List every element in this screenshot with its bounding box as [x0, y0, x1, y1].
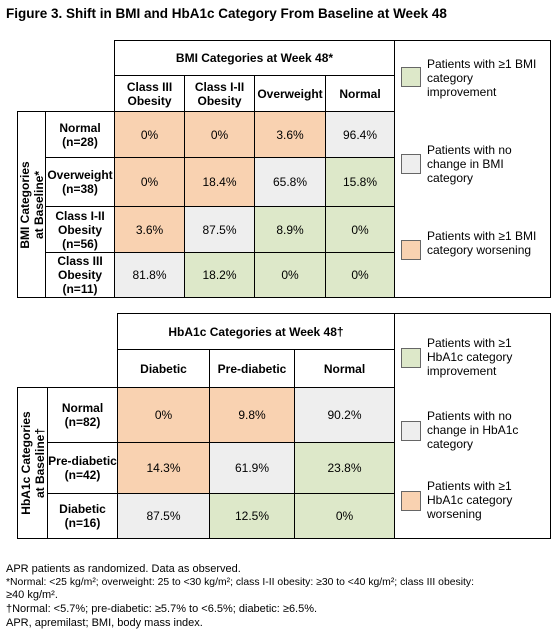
hba1c-cell: 0%: [117, 387, 210, 443]
bmi-cell: 96.4%: [325, 111, 395, 158]
bmi-row-header: BMI Categories at Baseline*: [17, 111, 46, 298]
figure-title: Figure 3. Shift in BMI and HbA1c Categor…: [6, 6, 447, 21]
hba1c-row-label: Pre-diabetic (n=42): [47, 442, 118, 494]
worsening-swatch: [401, 240, 421, 260]
hba1c-row-header-line2: at Baseline†: [32, 427, 47, 499]
improvement-swatch: [401, 348, 421, 368]
hba1c-cell: 0%: [294, 493, 395, 539]
bmi-legend: Patients with ≥1 BMI category improvemen…: [394, 40, 551, 298]
improvement-swatch: [401, 67, 421, 87]
bmi-legend-improvement: Patients with ≥1 BMI category improvemen…: [427, 57, 537, 99]
footnote-line: APR patients as randomized. Data as obse…: [6, 563, 241, 575]
bmi-cell: 81.8%: [114, 252, 185, 298]
hba1c-cell: 14.3%: [117, 442, 210, 494]
bmi-cell: 3.6%: [114, 206, 185, 253]
bmi-cell: 8.9%: [254, 206, 326, 253]
bmi-cell: 65.8%: [254, 157, 326, 207]
bmi-cell: 0%: [114, 111, 185, 158]
bmi-legend-no-change: Patients with no change in BMI category: [427, 143, 512, 185]
bmi-row-label: Class III Obesity (n=11): [45, 252, 115, 298]
bmi-col-class3: Class III Obesity: [114, 75, 185, 112]
no-change-swatch: [401, 421, 421, 441]
bmi-cell: 15.8%: [325, 157, 395, 207]
hba1c-legend: Patients with ≥1 HbA1c category improvem…: [394, 313, 551, 539]
bmi-cell: 0%: [325, 252, 395, 298]
bmi-row-label: Class I-II Obesity (n=56): [45, 206, 115, 253]
hba1c-col-prediabetic: Pre-diabetic: [209, 349, 295, 388]
bmi-row-label: Normal (n=28): [45, 111, 115, 158]
bmi-legend-worsening: Patients with ≥1 BMI category worsening: [427, 229, 537, 257]
hba1c-cell: 90.2%: [294, 387, 395, 443]
footnote-line: ≥40 kg/m².: [6, 589, 58, 601]
bmi-cell: 87.5%: [184, 206, 255, 253]
bmi-cell: 0%: [184, 111, 255, 158]
hba1c-col-diabetic: Diabetic: [117, 349, 210, 388]
footnote-line: †Normal: <5.7%; pre-diabetic: ≥5.7% to <…: [6, 603, 318, 615]
hba1c-cell: 12.5%: [209, 493, 295, 539]
hba1c-col-normal: Normal: [294, 349, 395, 388]
bmi-cell: 0%: [254, 252, 326, 298]
hba1c-legend-improvement: Patients with ≥1 HbA1c category improvem…: [427, 336, 513, 378]
hba1c-cell: 9.8%: [209, 387, 295, 443]
bmi-cell: 0%: [114, 157, 185, 207]
worsening-swatch: [401, 491, 421, 511]
bmi-cell: 18.4%: [184, 157, 255, 207]
hba1c-cell: 61.9%: [209, 442, 295, 494]
bmi-col-header: BMI Categories at Week 48*: [114, 40, 395, 76]
hba1c-row-header-line1: HbA1c Categories: [18, 411, 33, 515]
footnote-line: APR, apremilast; BMI, body mass index.: [6, 617, 203, 629]
bmi-col-overweight: Overweight: [254, 75, 326, 112]
hba1c-legend-no-change: Patients with no change in HbA1c categor…: [427, 409, 519, 451]
bmi-row-label: Overweight (n=38): [45, 157, 115, 207]
hba1c-legend-worsening: Patients with ≥1 HbA1c category worsenin…: [427, 479, 513, 521]
bmi-col-class12: Class I-II Obesity: [184, 75, 255, 112]
hba1c-row-label: Normal (n=82): [47, 387, 118, 443]
footnote-line: *Normal: <25 kg/m²; overweight: 25 to <3…: [6, 577, 474, 588]
bmi-row-header-line2: at Baseline*: [31, 170, 46, 239]
bmi-cell: 18.2%: [184, 252, 255, 298]
hba1c-cell: 87.5%: [117, 493, 210, 539]
hba1c-col-header: HbA1c Categories at Week 48†: [117, 313, 395, 350]
hba1c-row-label: Diabetic (n=16): [47, 493, 118, 539]
no-change-swatch: [401, 154, 421, 174]
hba1c-row-header: HbA1c Categories at Baseline†: [17, 387, 48, 539]
bmi-col-normal: Normal: [325, 75, 395, 112]
hba1c-cell: 23.8%: [294, 442, 395, 494]
bmi-row-header-line1: BMI Categories: [17, 160, 32, 249]
bmi-cell: 0%: [325, 206, 395, 253]
bmi-cell: 3.6%: [254, 111, 326, 158]
